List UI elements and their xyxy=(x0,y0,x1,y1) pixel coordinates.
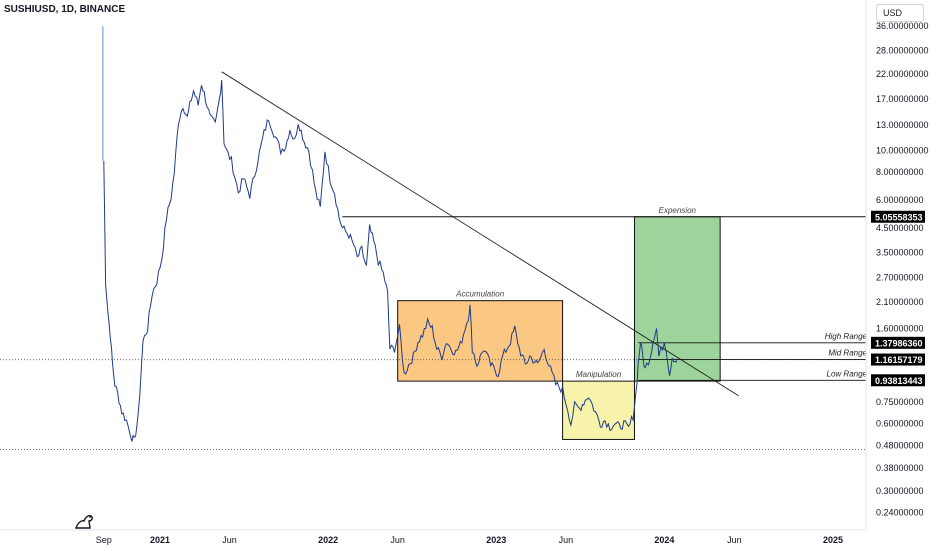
price-tag-bg xyxy=(871,210,925,223)
price-line xyxy=(103,80,678,442)
price-tags: 5.05558353 1.37986360 1.16157179 0.93813443 xyxy=(871,210,925,387)
price-axis[interactable]: 36.00000000 28.00000000 22.00000000 17.0000… xyxy=(876,21,929,517)
range-label: High Range xyxy=(825,332,868,341)
y-axis-tick-label: 0.48000000 xyxy=(876,440,924,450)
x-axis-tick-label: Sep xyxy=(96,535,112,545)
y-axis-tick-label: 0.75000000 xyxy=(876,397,924,407)
zone-box-label: Manipulation xyxy=(576,370,622,379)
annotation-labels: Accumulation Manipulation Expension High Ra… xyxy=(455,206,867,379)
zone-box xyxy=(562,380,635,440)
tradingview-logo-icon[interactable] xyxy=(75,514,93,529)
y-axis-tick-label: 0.30000000 xyxy=(876,486,924,496)
price-series-layer xyxy=(103,80,678,442)
y-axis-tick-label: 28.00000000 xyxy=(876,46,929,56)
currency-selector-button[interactable]: USD xyxy=(876,4,924,22)
y-axis-tick-label: 2.10000000 xyxy=(876,297,924,307)
zone-boxes xyxy=(397,216,721,440)
x-axis-tick-label: 2021 xyxy=(150,535,170,545)
range-label: Low Range xyxy=(827,369,868,378)
x-axis-tick-label: Jun xyxy=(222,535,237,545)
x-axis-tick-label: Jun xyxy=(727,535,742,545)
y-axis-tick-label: 3.50000000 xyxy=(876,247,924,257)
y-axis-tick-label: 2.70000000 xyxy=(876,273,924,283)
y-axis-tick-label: 4.50000000 xyxy=(876,223,924,233)
chart-title: SUSHIUSD, 1D, BINANCE xyxy=(4,4,125,15)
dotted-levels xyxy=(0,359,866,450)
y-axis-tick-label: 0.38000000 xyxy=(876,463,924,473)
range-label: Mid Range xyxy=(828,349,867,358)
y-axis-tick-label: 1.60000000 xyxy=(876,323,924,333)
price-tag-bg xyxy=(871,336,925,349)
x-axis-tick-label: Jun xyxy=(559,535,574,545)
zone-box-label: Expension xyxy=(659,206,697,215)
y-axis-tick-label: 36.00000000 xyxy=(876,21,929,31)
y-axis-tick-label: 6.00000000 xyxy=(876,195,924,205)
x-axis-tick-label: 2023 xyxy=(486,535,506,545)
x-axis-tick-label: Jun xyxy=(390,535,405,545)
price-tag-label: 1.37986360 xyxy=(875,338,923,348)
price-tag-bg xyxy=(871,374,925,387)
x-axis-tick-label: 2022 xyxy=(318,535,338,545)
x-axis-tick-label: 2025 xyxy=(823,535,843,545)
y-axis-tick-label: 17.00000000 xyxy=(876,94,929,104)
y-axis-tick-label: 8.00000000 xyxy=(876,167,924,177)
price-tag-label: 5.05558353 xyxy=(875,212,923,222)
y-axis-tick-label: 10.00000000 xyxy=(876,146,929,156)
y-axis-tick-label: 0.24000000 xyxy=(876,508,924,518)
price-tag-bg xyxy=(871,353,925,366)
y-axis-tick-label: 0.60000000 xyxy=(876,419,924,429)
drawing-lines xyxy=(102,26,866,397)
price-tag-label: 0.93813443 xyxy=(875,376,923,386)
zone-box xyxy=(633,216,721,382)
x-axis-tick-label: 2024 xyxy=(654,535,674,545)
price-tag-label: 1.16157179 xyxy=(875,355,923,365)
y-axis-tick-label: 13.00000000 xyxy=(876,120,929,130)
downtrend-line xyxy=(221,71,739,397)
y-axis-tick-label: 22.00000000 xyxy=(876,69,929,79)
time-axis[interactable]: Sep 2021 Jun 2022 Jun 2023 Jun 2024 Jun 2025 xyxy=(96,535,843,545)
zone-box-label: Accumulation xyxy=(455,290,505,299)
zone-box xyxy=(397,300,564,382)
